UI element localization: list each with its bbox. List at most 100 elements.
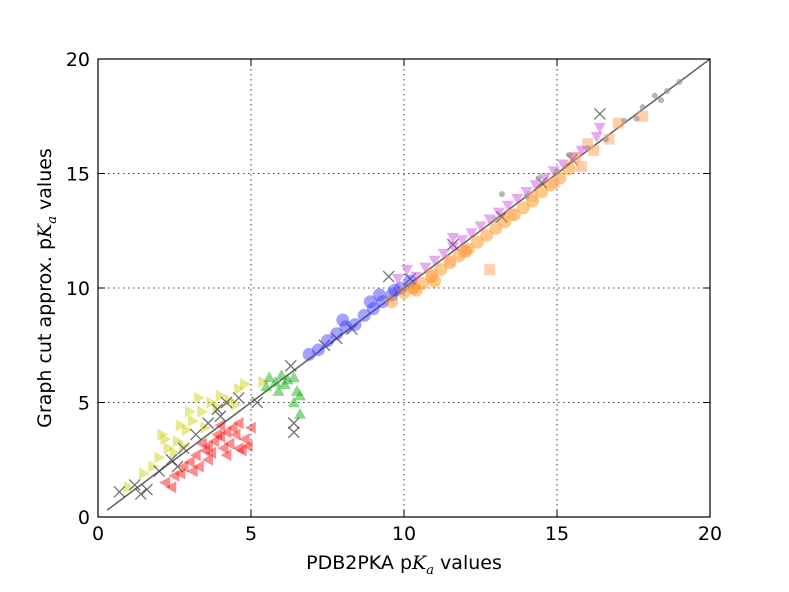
triangle-up-point	[287, 371, 300, 383]
circle-point	[357, 308, 371, 322]
dot-point	[498, 191, 505, 198]
dot-point	[664, 88, 671, 95]
dot-point	[658, 97, 665, 104]
triangle-right-point	[169, 446, 181, 459]
square-point	[426, 268, 438, 280]
triangle-left-point	[223, 437, 235, 450]
x-point	[382, 270, 395, 283]
triangle-up-point	[260, 380, 273, 392]
square-point	[588, 145, 600, 157]
triangle-left-point	[220, 449, 232, 462]
y-axis-label: Graph cut approx. pKa values	[34, 148, 60, 428]
square-point	[459, 245, 471, 257]
triangle-down-point	[446, 232, 459, 244]
triangle-left-point	[214, 430, 226, 443]
triangle-left-point	[214, 419, 226, 432]
square-point	[527, 190, 539, 202]
triangle-down-point	[590, 132, 603, 143]
triangle-left-point	[192, 460, 204, 473]
circle-point	[321, 334, 334, 348]
x-point	[593, 108, 606, 120]
triangle-down-point	[428, 255, 441, 267]
circle-point	[339, 320, 353, 334]
x-point	[171, 460, 184, 473]
circle-point	[373, 288, 387, 302]
x-point	[220, 396, 233, 409]
dot-point	[566, 152, 573, 159]
dot-point	[523, 193, 530, 200]
square-point	[444, 255, 456, 267]
circle-point	[470, 235, 484, 249]
y-tick-label: 20	[66, 49, 90, 71]
triangle-right-point	[178, 440, 190, 453]
axis-ticks	[97, 58, 711, 518]
square-point	[575, 161, 587, 173]
circle-point	[302, 347, 316, 361]
x-point	[404, 272, 417, 285]
triangle-left-point	[165, 481, 177, 494]
triangle-left-point	[168, 469, 180, 482]
square-point	[505, 209, 517, 221]
triangle-down-point	[465, 228, 478, 240]
x-axis-label: PDB2PKA pKa values	[306, 552, 502, 578]
dot-point	[639, 104, 646, 111]
square-point	[637, 110, 649, 122]
x-point	[346, 323, 358, 336]
square-point	[603, 133, 615, 145]
square-point	[569, 151, 581, 163]
square-point	[484, 264, 496, 276]
triangle-right-point	[123, 481, 135, 494]
dot-point	[602, 136, 609, 143]
triangle-down-point	[456, 235, 469, 246]
triangle-left-point	[220, 426, 232, 439]
triangle-right-point	[194, 391, 205, 404]
x-tick-label: 10	[392, 523, 416, 545]
circle-point	[480, 228, 494, 242]
x-point	[141, 483, 153, 496]
x-point	[214, 410, 227, 423]
y-tick-label: 0	[78, 507, 90, 529]
x-point	[113, 485, 126, 498]
triangle-right-point	[206, 396, 218, 409]
triangle-right-point	[188, 414, 199, 427]
triangle-down-point	[593, 122, 606, 134]
triangle-down-point	[401, 264, 414, 276]
triangle-down-point	[483, 214, 496, 226]
dot-point	[584, 145, 591, 152]
triangle-down-point	[446, 241, 459, 253]
circle-point	[394, 281, 408, 295]
x-tick-label: 5	[245, 523, 257, 545]
circle-point	[409, 283, 423, 297]
dot-point	[621, 117, 628, 124]
triangle-down-point	[419, 262, 432, 274]
dot-point	[535, 175, 542, 182]
x-point	[287, 426, 300, 439]
triangle-down-point	[492, 207, 505, 219]
triangle-up-point	[275, 369, 288, 380]
triangle-down-point	[557, 159, 570, 171]
triangle-right-point	[215, 389, 227, 402]
triangle-left-point	[229, 428, 241, 441]
triangle-up-point	[290, 385, 303, 396]
triangle-left-point	[189, 449, 201, 462]
circle-point	[406, 281, 420, 295]
dot-point	[633, 115, 640, 122]
triangle-up-point	[269, 375, 282, 387]
triangle-left-point	[205, 446, 217, 459]
circle-point	[403, 274, 417, 288]
triangle-right-point	[181, 423, 193, 436]
triangle-down-point	[502, 200, 515, 212]
triangle-left-point	[202, 453, 213, 466]
x-point	[251, 396, 264, 409]
triangle-left-point	[174, 467, 186, 480]
circle-point	[489, 221, 503, 235]
triangle-left-point	[199, 444, 210, 457]
triangle-down-point	[575, 145, 588, 157]
triangle-right-point	[148, 460, 160, 473]
triangle-left-point	[177, 460, 189, 473]
x-point	[287, 417, 300, 430]
y-tick-label: 5	[78, 393, 90, 415]
triangle-left-point	[232, 442, 244, 455]
triangle-up-point	[272, 385, 285, 396]
